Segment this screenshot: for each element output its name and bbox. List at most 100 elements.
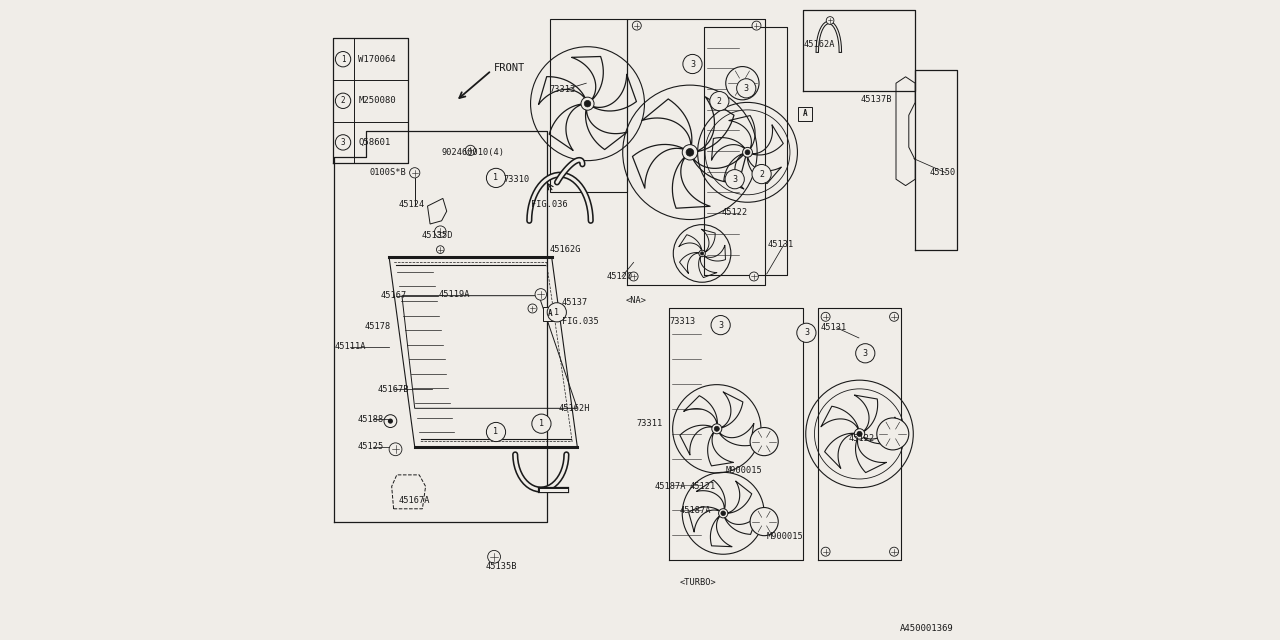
Text: 45121: 45121	[690, 482, 717, 491]
Circle shape	[581, 97, 594, 110]
Text: 45162H: 45162H	[559, 404, 590, 413]
Circle shape	[709, 92, 730, 111]
Circle shape	[389, 443, 402, 456]
Text: 45178: 45178	[365, 322, 392, 331]
Circle shape	[726, 67, 759, 100]
Text: 45187A: 45187A	[680, 506, 712, 515]
Text: 45188: 45188	[357, 415, 384, 424]
Text: 45131: 45131	[768, 240, 795, 249]
Circle shape	[751, 164, 771, 184]
FancyBboxPatch shape	[544, 307, 558, 321]
Circle shape	[699, 250, 705, 257]
Circle shape	[721, 511, 726, 516]
Circle shape	[535, 289, 547, 300]
Text: A: A	[803, 109, 808, 118]
Text: 45122: 45122	[722, 208, 748, 217]
Text: 45137: 45137	[562, 298, 589, 307]
Text: 73313: 73313	[669, 317, 696, 326]
Circle shape	[854, 429, 865, 439]
Circle shape	[736, 79, 755, 98]
Text: M250080: M250080	[358, 96, 396, 106]
Circle shape	[890, 312, 899, 321]
Circle shape	[827, 17, 835, 24]
Circle shape	[855, 344, 876, 363]
Text: 45150: 45150	[929, 168, 956, 177]
Circle shape	[529, 304, 538, 313]
Text: <TURBO>: <TURBO>	[680, 578, 717, 587]
Circle shape	[750, 508, 778, 536]
Text: 73313: 73313	[549, 85, 576, 94]
Circle shape	[877, 418, 909, 450]
Circle shape	[724, 170, 745, 189]
Circle shape	[700, 252, 704, 255]
Text: 73310: 73310	[503, 175, 530, 184]
Circle shape	[410, 168, 420, 178]
Circle shape	[718, 509, 728, 518]
Text: Q58601: Q58601	[358, 138, 390, 147]
Text: 45167B: 45167B	[378, 385, 410, 394]
Text: 2: 2	[759, 170, 764, 179]
Text: 3: 3	[732, 175, 737, 184]
Text: 1: 1	[494, 428, 498, 436]
Circle shape	[796, 323, 817, 342]
Text: 45124: 45124	[398, 200, 425, 209]
Circle shape	[714, 426, 719, 431]
Circle shape	[335, 52, 351, 67]
Text: M900015: M900015	[767, 532, 804, 541]
Circle shape	[434, 226, 447, 237]
Text: 1: 1	[539, 419, 544, 428]
Circle shape	[750, 428, 778, 456]
Text: 45119A: 45119A	[439, 290, 471, 299]
Text: 3: 3	[690, 60, 695, 68]
Text: FIG.035: FIG.035	[562, 317, 599, 326]
Text: 902460010(4): 902460010(4)	[442, 148, 504, 157]
Text: 45167: 45167	[380, 291, 407, 300]
Text: 45187A: 45187A	[654, 482, 686, 491]
Text: 3: 3	[340, 138, 346, 147]
Text: 45125: 45125	[357, 442, 384, 451]
Text: 45137B: 45137B	[860, 95, 892, 104]
Circle shape	[712, 424, 722, 434]
Text: 1: 1	[494, 173, 498, 182]
Text: 2: 2	[340, 96, 346, 106]
Circle shape	[753, 21, 760, 30]
Text: <NA>: <NA>	[626, 296, 646, 305]
Text: 45131: 45131	[820, 323, 847, 332]
Text: 3: 3	[718, 321, 723, 330]
Circle shape	[745, 150, 750, 155]
Circle shape	[388, 419, 393, 424]
Text: 45120: 45120	[607, 272, 632, 281]
Circle shape	[335, 93, 351, 109]
Circle shape	[682, 145, 698, 160]
Circle shape	[628, 272, 639, 281]
Text: 0100S*B: 0100S*B	[370, 168, 407, 177]
Text: M900015: M900015	[726, 466, 763, 475]
Circle shape	[335, 135, 351, 150]
Text: A450001369: A450001369	[900, 624, 954, 633]
Text: FRONT: FRONT	[494, 63, 525, 74]
Text: 2: 2	[717, 97, 722, 106]
Text: 3: 3	[863, 349, 868, 358]
Text: 45167A: 45167A	[398, 496, 430, 505]
Text: 45135B: 45135B	[485, 562, 517, 571]
Circle shape	[856, 431, 863, 436]
Text: 1: 1	[340, 54, 346, 64]
Circle shape	[684, 54, 703, 74]
Text: 1: 1	[554, 308, 559, 317]
Text: 45162G: 45162G	[549, 245, 581, 254]
FancyBboxPatch shape	[799, 107, 813, 121]
Text: A: A	[548, 309, 553, 318]
Text: 45122: 45122	[849, 434, 876, 443]
Circle shape	[712, 316, 730, 335]
Text: W170064: W170064	[358, 54, 396, 64]
Circle shape	[750, 272, 759, 281]
Circle shape	[686, 148, 694, 156]
Text: 3: 3	[744, 84, 749, 93]
Circle shape	[436, 246, 444, 253]
Text: 73311: 73311	[636, 419, 663, 428]
Circle shape	[584, 100, 591, 107]
Circle shape	[466, 145, 476, 156]
Circle shape	[632, 21, 641, 30]
Circle shape	[488, 550, 500, 563]
Circle shape	[547, 303, 566, 322]
